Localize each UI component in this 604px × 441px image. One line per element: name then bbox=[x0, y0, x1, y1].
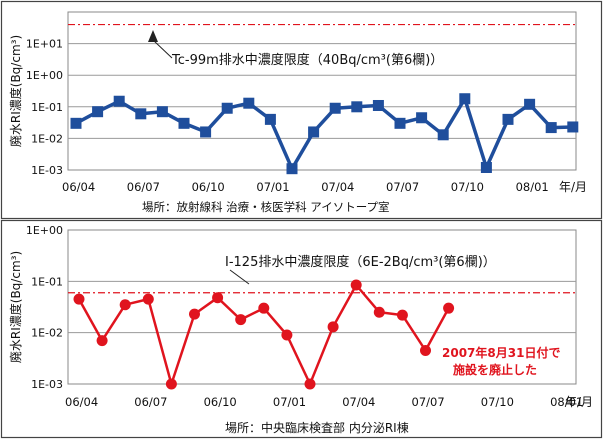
y-tick-label: 1E-03 bbox=[31, 378, 63, 391]
x-tick-label: 07/07 bbox=[386, 180, 419, 194]
bottom-annotation-line1: 2007年8月31日付で bbox=[442, 345, 560, 360]
data-point bbox=[480, 161, 492, 173]
bottom-plot-area bbox=[67, 229, 577, 385]
data-point bbox=[235, 314, 247, 326]
data-point bbox=[308, 126, 320, 138]
data-point bbox=[545, 122, 557, 134]
top-x-tick-labels: 06/04 06/07 06/10 07/01 07/04 07/07 07/10 08/01 bbox=[62, 180, 549, 194]
top-gridlines bbox=[68, 43, 576, 139]
top-y-axis-label: 廃水RI濃度(Bq/cm³) bbox=[8, 35, 23, 147]
data-point bbox=[567, 121, 579, 133]
data-point bbox=[286, 163, 298, 175]
y-tick-label: 1E+00 bbox=[26, 224, 63, 237]
top-location: 場所：放射線科 治療・核医学科 アイソトープ室 bbox=[142, 200, 390, 214]
bottom-x-unit: 年/月 bbox=[565, 395, 593, 409]
data-point bbox=[416, 112, 428, 124]
data-point bbox=[329, 102, 341, 114]
y-tick-label: 1E-02 bbox=[31, 327, 63, 340]
data-point bbox=[281, 329, 293, 341]
x-tick-label: 08/01 bbox=[550, 395, 583, 409]
data-point bbox=[524, 98, 536, 110]
data-point bbox=[459, 93, 471, 105]
data-point bbox=[351, 101, 363, 113]
top-arrow-head bbox=[148, 30, 158, 42]
data-point bbox=[394, 117, 406, 129]
y-tick-label: 1E-03 bbox=[31, 164, 63, 177]
y-tick-label: 1E-02 bbox=[31, 132, 63, 145]
bottom-annotation-line2: 施設を廃止した bbox=[453, 362, 537, 377]
top-x-unit: 年/月 bbox=[559, 180, 587, 194]
bottom-y-axis-label: 廃水RI濃度(Bq/cm³) bbox=[8, 251, 23, 363]
data-point bbox=[264, 113, 276, 125]
data-point bbox=[165, 378, 177, 390]
x-tick-label: 06/10 bbox=[192, 180, 225, 194]
x-tick-label: 07/04 bbox=[342, 395, 375, 409]
top-arrow-shaft bbox=[152, 39, 173, 59]
x-tick-label: 07/10 bbox=[481, 395, 514, 409]
data-point bbox=[70, 117, 82, 129]
data-point bbox=[502, 113, 514, 125]
data-point bbox=[437, 129, 449, 141]
top-chart: 1E+01 1E+00 1E-01 1E-02 1E-03 06/04 06/07 06/1… bbox=[8, 11, 587, 214]
data-point bbox=[92, 106, 104, 118]
data-point bbox=[420, 344, 431, 356]
x-tick-label: 07/04 bbox=[321, 180, 354, 194]
x-tick-label: 07/07 bbox=[412, 395, 445, 409]
y-tick-label: 1E+01 bbox=[26, 38, 63, 51]
data-point bbox=[327, 321, 339, 333]
top-plot-area bbox=[67, 11, 577, 171]
bottom-location: 場所：中央臨床検査部 内分泌RI棟 bbox=[225, 420, 409, 435]
data-point bbox=[221, 102, 233, 114]
data-point bbox=[189, 308, 200, 320]
y-tick-label: 1E-01 bbox=[31, 101, 63, 114]
bottom-series-markers bbox=[73, 279, 455, 390]
x-tick-label: 06/07 bbox=[134, 395, 167, 409]
data-point bbox=[119, 299, 131, 311]
data-point bbox=[142, 293, 154, 305]
bottom-limit-label: I-125排水中濃度限度（6E-2Bq/cm³(第6欄)） bbox=[225, 254, 496, 270]
x-tick-label: 07/01 bbox=[273, 395, 306, 409]
x-tick-label: 06/10 bbox=[204, 395, 237, 409]
data-point bbox=[372, 99, 384, 111]
x-tick-label: 07/10 bbox=[451, 180, 484, 194]
data-point bbox=[113, 95, 125, 107]
panel-bottom-frame bbox=[0, 219, 603, 439]
data-point bbox=[443, 302, 455, 314]
data-point bbox=[135, 108, 147, 120]
data-point bbox=[258, 302, 270, 314]
data-point bbox=[156, 106, 168, 118]
top-series-markers bbox=[70, 93, 579, 175]
x-tick-label: 08/01 bbox=[516, 180, 549, 194]
bottom-y-tick-labels: 1E+00 1E-01 1E-02 1E-03 bbox=[26, 224, 63, 391]
bottom-arrow-line bbox=[229, 269, 250, 285]
top-limit-label: Tc-99m排水中濃度限度（40Bq/cm³(第6欄)） bbox=[171, 52, 443, 68]
data-point bbox=[350, 279, 362, 291]
x-tick-label: 06/04 bbox=[65, 395, 98, 409]
y-tick-label: 1E-01 bbox=[31, 275, 63, 288]
data-point bbox=[178, 117, 190, 129]
data-point bbox=[96, 335, 108, 347]
data-point bbox=[373, 306, 385, 318]
bottom-x-tick-labels: 06/04 06/07 06/10 07/01 07/04 07/07 07/10 08/01 bbox=[65, 395, 583, 409]
data-point bbox=[396, 309, 408, 321]
data-point bbox=[304, 378, 316, 390]
data-point bbox=[200, 126, 212, 138]
bottom-gridlines bbox=[68, 280, 576, 334]
data-point bbox=[212, 292, 224, 304]
data-point bbox=[243, 97, 255, 109]
y-tick-label: 1E+00 bbox=[26, 69, 63, 82]
x-tick-label: 06/04 bbox=[62, 180, 95, 194]
x-tick-label: 07/01 bbox=[256, 180, 289, 194]
bottom-chart: 1E+00 1E-01 1E-02 1E-03 06/04 06/07 06/10 07/0… bbox=[8, 224, 593, 435]
top-y-tick-labels: 1E+01 1E+00 1E-01 1E-02 1E-03 bbox=[26, 38, 63, 177]
x-tick-label: 06/07 bbox=[127, 180, 160, 194]
data-point bbox=[73, 293, 85, 305]
